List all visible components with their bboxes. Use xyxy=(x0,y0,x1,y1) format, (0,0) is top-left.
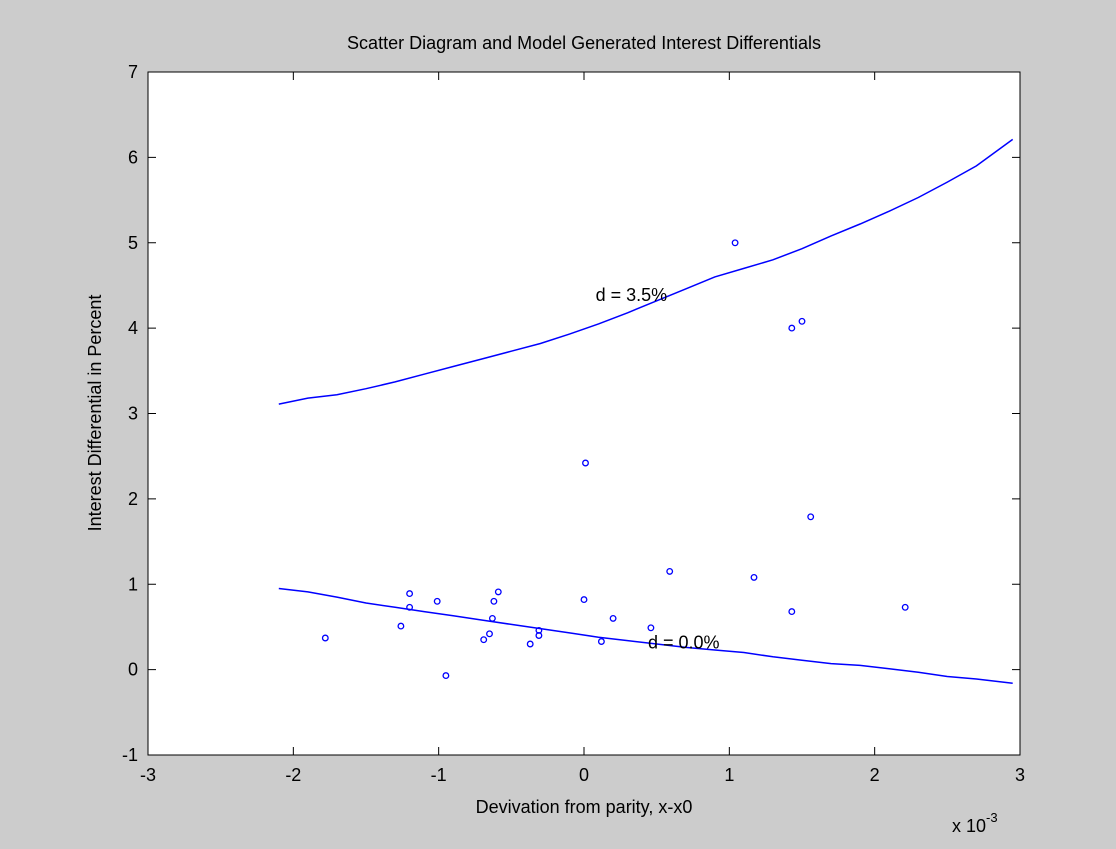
scatter-point xyxy=(490,597,498,605)
y-tick-label: 7 xyxy=(128,62,138,82)
scatter-point xyxy=(535,632,543,639)
y-axis-label: Interest Differential in Percent xyxy=(85,295,105,532)
y-tick-label: 0 xyxy=(128,660,138,680)
scatter-point xyxy=(807,513,815,521)
scatter-point xyxy=(597,638,605,645)
model-lines xyxy=(278,138,1014,685)
plot-area xyxy=(147,71,1021,756)
scatter-point xyxy=(486,630,493,638)
scatter-point xyxy=(488,614,496,622)
scatter-point xyxy=(750,573,758,581)
scatter-point xyxy=(406,603,414,611)
scatter-point xyxy=(647,624,655,632)
line-annotation: d = 3.5% xyxy=(596,285,668,305)
x-multiplier-base: x 10 xyxy=(952,816,986,836)
y-tick-label: 3 xyxy=(128,404,138,424)
scatter-point xyxy=(406,590,414,598)
scatter-point xyxy=(609,614,617,622)
scatter-point xyxy=(666,567,674,575)
scatter-point xyxy=(321,634,329,642)
x-tick-label: 0 xyxy=(579,765,589,785)
scatter-point xyxy=(582,459,589,467)
scatter-point xyxy=(494,588,502,596)
y-tick-label: 4 xyxy=(128,318,138,338)
line-annotations: d = 3.5% d = 0.0% xyxy=(596,285,720,652)
series-line-1 xyxy=(278,138,1014,405)
scatter-point xyxy=(480,636,488,644)
x-multiplier-exponent: -3 xyxy=(986,810,998,825)
scatter-point xyxy=(788,608,796,616)
chart-title: Scatter Diagram and Model Generated Inte… xyxy=(347,33,821,53)
x-axis-label: Devivation from parity, x-x0 xyxy=(476,797,693,817)
scatter-points xyxy=(321,239,909,680)
scatter-point xyxy=(442,672,450,680)
scatter-point xyxy=(397,622,405,630)
y-tick-label: 6 xyxy=(128,147,138,167)
y-tick-label: 2 xyxy=(128,489,138,509)
y-tick-label: 1 xyxy=(128,574,138,594)
x-tick-label: -3 xyxy=(140,765,156,785)
y-tick-label: -1 xyxy=(122,745,138,765)
axes-ticks: -3 -2 -1 0 1 2 3 -1 0 1 2 3 4 5 6 7 xyxy=(122,62,1025,785)
scatter-point xyxy=(731,239,739,247)
x-tick-label: 3 xyxy=(1015,765,1025,785)
x-tick-label: -2 xyxy=(285,765,301,785)
scatter-point xyxy=(526,640,534,648)
scatter-point xyxy=(788,324,796,332)
x-tick-label: -1 xyxy=(431,765,447,785)
x-tick-label: 1 xyxy=(724,765,734,785)
x-tick-label: 2 xyxy=(870,765,880,785)
series-line-2 xyxy=(278,587,1013,685)
x-multiplier: x 10-3 xyxy=(952,810,998,836)
line-annotation: d = 0.0% xyxy=(648,632,720,652)
scatter-point xyxy=(901,603,909,611)
y-tick-label: 5 xyxy=(128,233,138,253)
scatter-point xyxy=(798,317,806,325)
scatter-point xyxy=(433,597,441,605)
scatter-point xyxy=(580,596,588,604)
